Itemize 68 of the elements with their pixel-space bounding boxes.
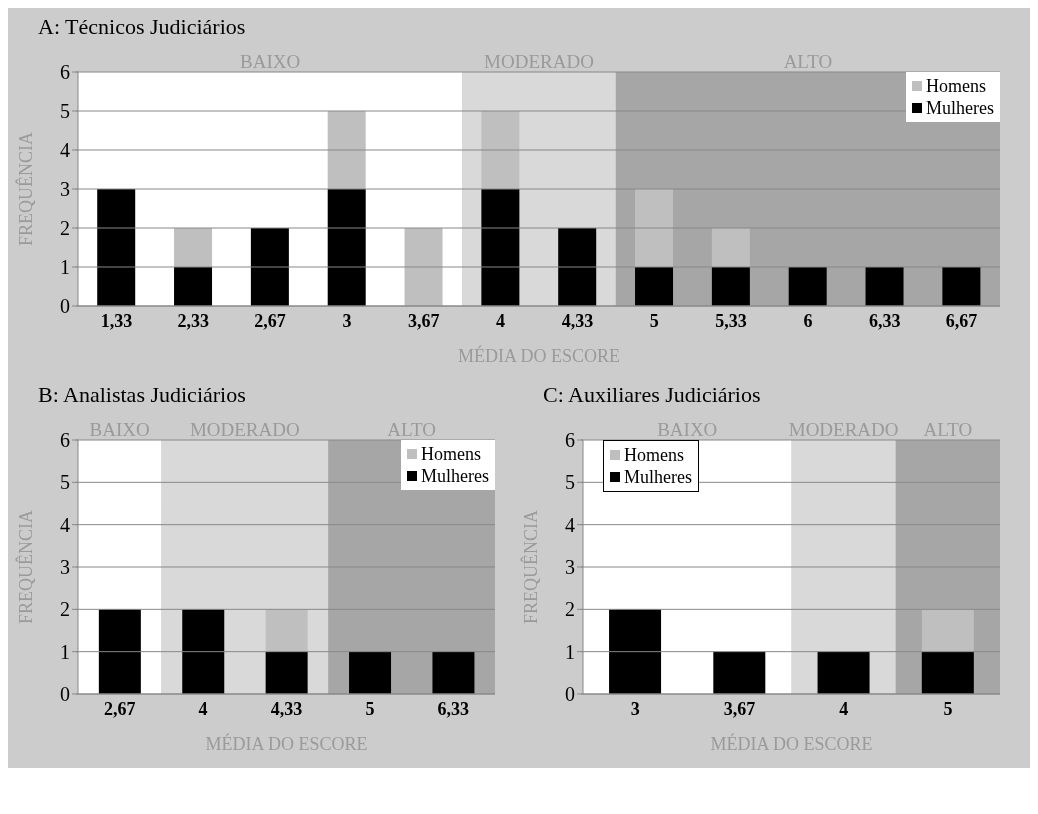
x-tick-label: 3	[630, 698, 640, 719]
x-tick-label: 6,33	[437, 698, 470, 719]
x-tick-label: 5	[943, 698, 953, 719]
bar	[788, 267, 827, 306]
y-tick-label: 5	[60, 100, 70, 122]
bar	[250, 228, 289, 306]
y-tick-label: 0	[60, 683, 70, 705]
y-tick-label: 4	[60, 513, 70, 536]
x-tick-label: 6	[803, 310, 813, 331]
y-tick-label: 0	[565, 683, 575, 705]
x-tick-label: 5	[649, 310, 659, 331]
chart-title: C: Auxiliares Judiciários	[542, 382, 762, 409]
y-tick-label: 6	[60, 61, 70, 83]
bar	[327, 189, 366, 306]
chart-title: A: Técnicos Judiciários	[37, 14, 247, 41]
x-tick-label: 5,33	[715, 310, 747, 331]
bar	[635, 189, 674, 267]
bar	[174, 267, 213, 306]
x-tick-label: 2,33	[177, 310, 209, 331]
y-tick-label: 4	[60, 139, 70, 161]
chart-title: B: Analistas Judiciários	[37, 382, 247, 409]
bar	[97, 189, 136, 306]
x-tick-label: 6,67	[945, 310, 978, 331]
y-tick-label: 6	[60, 429, 70, 451]
y-tick-label: 3	[565, 556, 575, 578]
legend-label: Mulheres	[624, 466, 692, 488]
bar	[481, 189, 520, 306]
bar	[558, 228, 597, 306]
bar	[711, 267, 750, 306]
legend-label: Homens	[421, 443, 482, 465]
bar	[635, 267, 674, 306]
x-tick-label: 2,67	[254, 310, 286, 331]
y-tick-label: 1	[60, 256, 70, 278]
x-tick-label: 5	[365, 698, 375, 719]
x-tick-label: 3,67	[723, 698, 756, 719]
y-tick-label: 4	[565, 513, 575, 536]
y-tick-label: 3	[60, 556, 70, 578]
x-tick-label: 3,67	[408, 310, 440, 331]
legend-label: Mulheres	[421, 465, 489, 487]
bar	[711, 228, 750, 267]
x-tick-label: 4,33	[270, 698, 303, 719]
bar	[174, 228, 213, 267]
legend-label: Homens	[926, 75, 987, 97]
bar	[865, 267, 904, 306]
y-tick-label: 5	[565, 471, 575, 494]
legend-label: Homens	[624, 444, 684, 466]
x-tick-label: 4	[198, 698, 208, 719]
bar	[404, 228, 443, 306]
y-tick-label: 2	[565, 598, 575, 621]
x-tick-label: 4,33	[561, 310, 594, 331]
x-tick-label: 4	[496, 310, 506, 331]
x-tick-label: 4	[839, 698, 849, 719]
y-tick-label: 2	[60, 598, 70, 621]
bar	[942, 267, 981, 306]
bar	[481, 111, 520, 189]
bar	[327, 111, 366, 189]
y-tick-label: 3	[60, 178, 70, 200]
x-tick-label: 1,33	[100, 310, 133, 331]
y-tick-label: 0	[60, 295, 70, 317]
x-tick-label: 2,67	[103, 698, 136, 719]
x-tick-label: 3	[342, 310, 352, 331]
y-tick-label: 1	[565, 640, 575, 663]
x-tick-label: 6,33	[869, 310, 901, 331]
y-tick-label: 2	[60, 217, 70, 239]
y-tick-label: 1	[60, 640, 70, 663]
y-tick-label: 5	[60, 471, 70, 494]
legend-label: Mulheres	[926, 97, 994, 119]
y-tick-label: 6	[565, 429, 575, 451]
